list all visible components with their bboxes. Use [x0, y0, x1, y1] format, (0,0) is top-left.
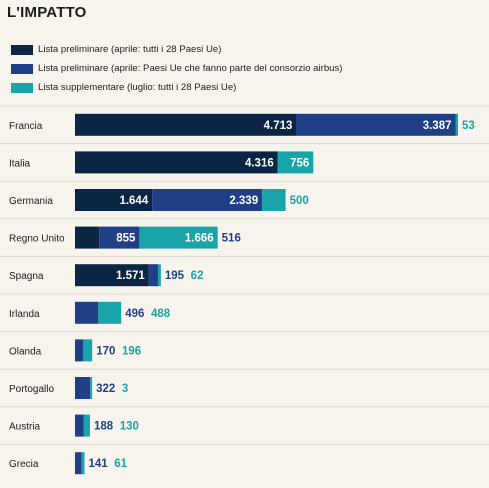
bar-segment-olanda-s1	[75, 339, 83, 362]
data-label-spagna-s2: 62	[191, 270, 204, 282]
bar-segment-austria-s1	[75, 414, 84, 437]
category-label-italia: Italia	[9, 158, 31, 169]
bar-segment-regno-unito-s2	[139, 226, 218, 249]
data-label-olanda-s1: 170	[96, 345, 115, 357]
data-label-italia-s2: 756	[290, 157, 309, 169]
data-label-irlanda-s1: 496	[125, 308, 144, 320]
bar-segment-irlanda-s2	[98, 301, 122, 324]
data-label-regno-unito-s1: 855	[116, 233, 136, 245]
data-label-austria-s1: 188	[94, 421, 114, 433]
legend-swatch-supplementare	[11, 82, 33, 93]
bar-segment-spagna-s1	[148, 264, 158, 287]
data-label-grecia-s2: 61	[114, 458, 127, 470]
bar-segment-germania-s2	[262, 189, 286, 211]
data-label-germania-s0: 1.644	[119, 195, 148, 207]
legend-item-preliminare-tutti: Lista preliminare (aprile: tutti i 28 Pa…	[11, 40, 343, 59]
category-label-spagna: Spagna	[9, 271, 44, 282]
bar-segment-germania-s0	[75, 189, 153, 211]
bar-segment-italia-s2	[277, 151, 314, 174]
legend-swatch-preliminare-tutti	[11, 44, 33, 55]
bar-segment-olanda-s2	[82, 339, 93, 362]
legend-item-supplementare: Lista supplementare (luglio: tutti i 28 …	[11, 78, 343, 97]
legend-swatch-preliminare-airbus	[11, 63, 33, 74]
bar-segment-irlanda-s1	[75, 301, 99, 324]
bar-segment-portogallo-s2	[90, 377, 93, 399]
bar-segment-austria-s2	[83, 414, 90, 437]
category-label-germania: Germania	[9, 196, 53, 207]
data-label-francia-s1: 3.387	[423, 120, 452, 132]
category-label-regno-unito: Regno Unito	[9, 234, 65, 245]
legend-label-supplementare: Lista supplementare (luglio: tutti i 28 …	[38, 82, 237, 93]
category-label-irlanda: Irlanda	[9, 309, 40, 320]
legend-label-preliminare-tutti: Lista preliminare (aprile: tutti i 28 Pa…	[38, 44, 222, 55]
bar-segment-grecia-s2	[81, 452, 85, 475]
legend-item-preliminare-airbus: Lista preliminare (aprile: Paesi Ue che …	[11, 59, 343, 78]
data-label-germania-s1: 2.339	[229, 195, 258, 207]
bar-segment-spagna-s0	[75, 264, 149, 287]
data-label-portogallo-s1: 322	[96, 383, 115, 395]
bar-segment-italia-s0	[75, 151, 278, 174]
bar-segment-grecia-s1	[75, 452, 82, 475]
data-label-olanda-s2: 196	[122, 345, 141, 357]
bar-segment-francia-s0	[75, 113, 297, 136]
bar-segment-francia-s1	[296, 113, 456, 136]
data-label-irlanda-s2: 488	[151, 308, 171, 320]
data-label-francia-s2: 53	[462, 120, 475, 132]
category-label-austria: Austria	[9, 422, 41, 433]
category-label-francia: Francia	[9, 121, 43, 132]
data-label-regno-unito-s2: 1.666	[185, 233, 214, 245]
bar-segment-spagna-s2	[157, 264, 161, 287]
category-label-portogallo: Portogallo	[9, 384, 54, 395]
bar-segment-regno-unito-s1	[99, 226, 140, 249]
legend: Lista preliminare (aprile: tutti i 28 Pa…	[11, 40, 343, 97]
bar-segment-portogallo-s1	[75, 377, 91, 399]
bar-segment-francia-s2	[455, 113, 458, 136]
data-label-grecia-s1: 141	[88, 458, 108, 470]
bar-segment-regno-unito-s0	[75, 226, 100, 249]
data-label-portogallo-s2: 3	[122, 383, 128, 395]
data-label-spagna-s0: 1.571	[116, 270, 145, 282]
legend-label-preliminare-airbus: Lista preliminare (aprile: Paesi Ue che …	[38, 63, 343, 74]
data-label-francia-s0: 4.713	[264, 120, 293, 132]
category-label-olanda: Olanda	[9, 346, 42, 357]
data-label-germania-s2: 500	[290, 195, 309, 207]
data-label-austria-s2: 130	[120, 421, 139, 433]
data-label-regno-unito-s0: 516	[222, 233, 241, 245]
data-label-italia-s0: 4.316	[245, 157, 274, 169]
bar-segment-germania-s1	[152, 189, 263, 211]
category-label-grecia: Grecia	[9, 459, 39, 470]
data-label-spagna-s1: 195	[165, 270, 185, 282]
chart-title: L'IMPATTO	[7, 4, 87, 21]
